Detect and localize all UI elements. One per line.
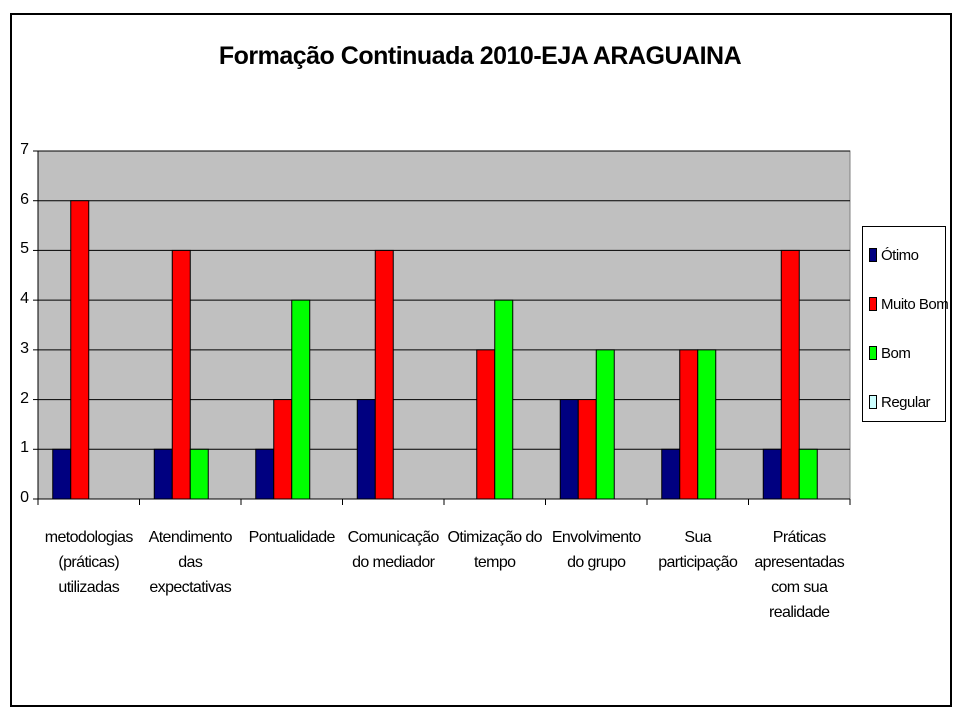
bar bbox=[255, 448, 275, 500]
legend-label: Regular bbox=[881, 393, 931, 411]
x-category-label-line: do grupo bbox=[567, 554, 626, 571]
x-category-label-line: metodologias bbox=[44, 529, 134, 546]
legend-label: Bom bbox=[881, 344, 911, 362]
bar bbox=[679, 349, 699, 500]
x-category-label: Sua participação bbox=[647, 525, 749, 575]
x-category-label: metodologias (práticas) utilizadas bbox=[38, 525, 140, 600]
legend-swatch bbox=[869, 248, 877, 262]
x-category-label-line: Otimização do bbox=[447, 529, 543, 546]
x-category-label-line: apresentadas bbox=[754, 554, 845, 571]
bar bbox=[476, 349, 496, 500]
x-category-label: Práticas apresentadas com sua realidade bbox=[749, 525, 851, 625]
x-category-label-line: com sua bbox=[771, 579, 828, 596]
bar bbox=[291, 299, 311, 500]
bar bbox=[374, 249, 394, 500]
y-tick-label: 3 bbox=[20, 339, 29, 357]
bar bbox=[356, 399, 376, 500]
y-tick-label: 5 bbox=[20, 240, 29, 258]
bar bbox=[70, 200, 90, 500]
legend-swatch bbox=[869, 297, 877, 311]
legend-swatch bbox=[869, 395, 877, 409]
x-category-label-line: Sua bbox=[684, 529, 712, 546]
y-tick-label: 6 bbox=[20, 190, 29, 208]
plot-area bbox=[37, 150, 851, 500]
bar bbox=[494, 299, 514, 500]
legend-item: Muito Bom bbox=[869, 292, 949, 316]
legend: Ótimo Muito Bom Bom Regular bbox=[862, 226, 949, 422]
bar bbox=[595, 349, 615, 500]
x-category-label-line: Pontualidade bbox=[248, 529, 336, 546]
x-category-label-line: expectativas bbox=[149, 579, 232, 596]
bar bbox=[661, 448, 681, 500]
bar bbox=[52, 448, 72, 500]
bar bbox=[798, 448, 818, 500]
bar bbox=[153, 448, 173, 500]
legend-item: Regular bbox=[869, 390, 931, 414]
x-category-label: Comunicação do mediador bbox=[343, 525, 445, 575]
x-category-label: Atendimento das expectativas bbox=[140, 525, 242, 600]
x-category-label-line: do mediador bbox=[352, 554, 435, 571]
bar bbox=[189, 448, 209, 500]
x-category-label-line: das bbox=[178, 554, 203, 571]
legend-item: Ótimo bbox=[869, 243, 919, 267]
legend-label: Ótimo bbox=[881, 246, 919, 264]
x-category-label: Otimização do tempo bbox=[444, 525, 546, 575]
x-category-label-line: (práticas) bbox=[58, 554, 120, 571]
bar bbox=[697, 349, 717, 500]
bar bbox=[780, 249, 800, 500]
x-category-label-line: participação bbox=[658, 554, 738, 571]
y-tick-label: 4 bbox=[20, 290, 29, 308]
chart-title: Formação Continuada 2010-EJA ARAGUAINA bbox=[218, 42, 742, 70]
y-tick-label: 7 bbox=[20, 141, 29, 158]
x-category-label-line: Envolvimento bbox=[551, 529, 641, 546]
y-tick-label: 1 bbox=[20, 439, 29, 457]
bar bbox=[171, 249, 191, 500]
bar bbox=[577, 399, 597, 500]
x-category-label-line: utilizadas bbox=[58, 579, 120, 596]
x-category-label-line: Comunicação bbox=[347, 529, 440, 546]
bar bbox=[273, 399, 293, 500]
x-category-label-line: Atendimento bbox=[148, 529, 233, 546]
legend-item: Bom bbox=[869, 341, 911, 365]
bar bbox=[559, 399, 579, 500]
x-category-label: Pontualidade bbox=[241, 525, 343, 550]
x-category-label-line: tempo bbox=[474, 554, 516, 571]
bar bbox=[762, 448, 782, 500]
y-tick-label: 2 bbox=[20, 389, 29, 407]
legend-label: Muito Bom bbox=[881, 295, 949, 313]
x-category-label-line: realidade bbox=[769, 604, 830, 621]
legend-swatch bbox=[869, 346, 877, 360]
x-category-label-line: Práticas bbox=[772, 529, 827, 546]
y-tick-label: 0 bbox=[20, 489, 29, 506]
x-category-label: Envolvimento do grupo bbox=[546, 525, 648, 575]
